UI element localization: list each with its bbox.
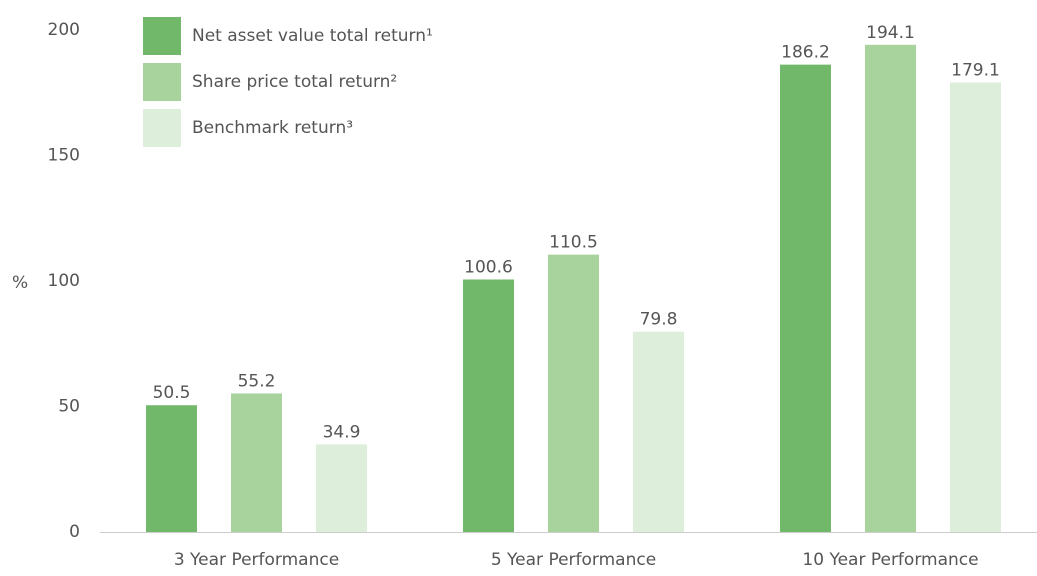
legend-swatch — [143, 109, 181, 147]
bar — [548, 254, 599, 532]
y-tick-label: 200 — [48, 20, 80, 40]
legend-swatch — [143, 63, 181, 101]
bar — [316, 444, 367, 532]
y-tick-label: 0 — [69, 522, 80, 542]
x-tick-label: 3 Year Performance — [174, 550, 339, 570]
legend-label: Net asset value total return¹ — [192, 26, 433, 46]
y-tick-label: 100 — [48, 271, 80, 291]
bar — [865, 44, 916, 533]
bar — [633, 331, 684, 532]
value-label: 79.8 — [640, 310, 678, 330]
legend-label: Benchmark return³ — [192, 118, 353, 138]
legend-swatch — [143, 17, 181, 55]
legend-label: Share price total return² — [192, 72, 397, 92]
value-label: 186.2 — [781, 43, 830, 63]
bar — [463, 279, 514, 532]
value-label: 100.6 — [464, 257, 513, 277]
bar — [780, 64, 831, 532]
value-label: 179.1 — [951, 60, 1000, 80]
y-tick-label: 150 — [48, 146, 80, 166]
y-tick-label: 50 — [58, 397, 80, 417]
value-label: 34.9 — [323, 422, 361, 442]
value-label: 55.2 — [238, 371, 276, 391]
value-label: 194.1 — [866, 23, 915, 43]
x-tick-label: 10 Year Performance — [802, 550, 978, 570]
bar — [950, 82, 1001, 533]
y-axis-label: % — [12, 273, 28, 293]
value-label: 50.5 — [153, 383, 191, 403]
bar — [231, 393, 282, 532]
bar — [146, 405, 197, 532]
value-label: 110.5 — [549, 233, 598, 253]
x-tick-label: 5 Year Performance — [491, 550, 656, 570]
